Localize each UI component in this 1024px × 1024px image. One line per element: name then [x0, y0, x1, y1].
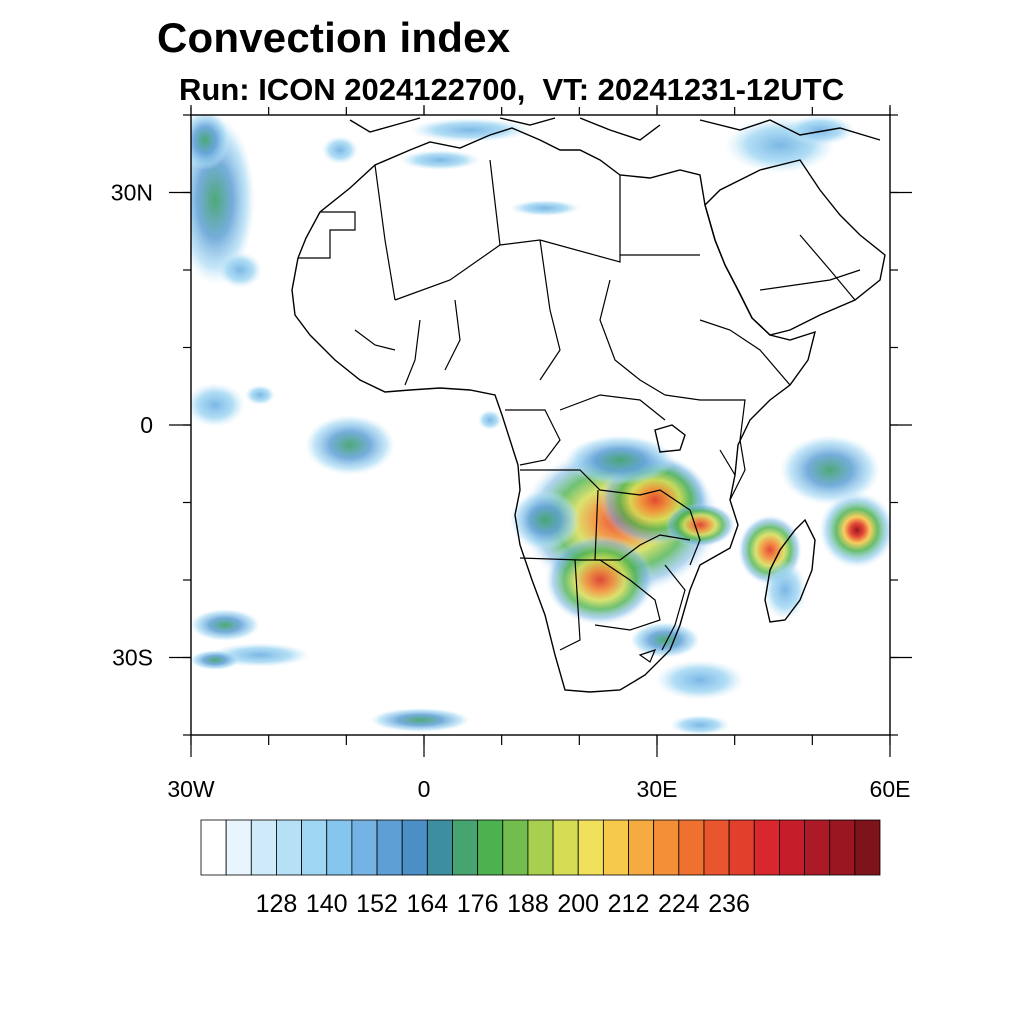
colorbar-swatch [351, 819, 378, 876]
colorbar-swatch [602, 819, 629, 876]
colorbar-swatch [804, 819, 831, 876]
colorbar-tick-label: 212 [608, 890, 650, 918]
x-tick-label: 60E [870, 776, 911, 802]
colorbar-tick-label: 164 [406, 890, 448, 918]
colorbar-tick-label: 140 [306, 890, 348, 918]
colorbar-swatch [753, 819, 780, 876]
colorbar-swatch [628, 819, 655, 876]
colorbar-swatch [552, 819, 579, 876]
y-tick-label: 30S [112, 645, 153, 671]
y-tick-label: 30N [111, 180, 153, 206]
colorbar-swatch [577, 819, 604, 876]
colorbar-swatch [376, 819, 403, 876]
colorbar-swatch [653, 819, 680, 876]
x-tick-label: 30W [167, 776, 215, 802]
colorbar-tick-label: 152 [356, 890, 398, 918]
colorbar-tick-label: 236 [708, 890, 750, 918]
colorbar-swatch [452, 819, 479, 876]
colorbar-tick-label: 224 [658, 890, 700, 918]
colorbar-swatch [301, 819, 328, 876]
colorbar-swatch [854, 819, 881, 876]
colorbar-swatch [779, 819, 805, 876]
chart-title: Convection index [157, 14, 511, 61]
colorbar-swatch [477, 819, 504, 876]
colorbar-swatch [728, 819, 755, 876]
colorbar-labels: 128 140 152 164 176 188 200 212 224 236 [256, 890, 750, 918]
colorbar-swatch [401, 819, 428, 876]
chart-subtitle: Run: ICON 2024122700, VT: 20241231-12UTC [179, 72, 845, 107]
axis-labels: 30W 0 30E 60E 30N 0 30S [111, 180, 911, 803]
colorbar-swatch [200, 819, 227, 876]
colorbar-swatch [326, 819, 353, 876]
colorbar-swatch [250, 819, 277, 876]
colorbar-tick-label: 200 [557, 890, 599, 918]
axis-ticks [169, 105, 912, 757]
colorbar-swatch [225, 819, 252, 876]
colorbar-swatch [502, 819, 529, 876]
colorbar-swatch [527, 819, 554, 876]
colorbar [200, 819, 881, 876]
y-tick-label: 0 [140, 412, 153, 438]
x-tick-label: 0 [418, 776, 431, 802]
colorbar-swatch [703, 819, 730, 876]
colorbar-tick-label: 188 [507, 890, 549, 918]
colorbar-swatch [678, 819, 705, 876]
colorbar-swatch [829, 819, 856, 876]
country-borders [298, 159, 861, 663]
colorbar-swatch [426, 819, 453, 876]
colorbar-swatch [276, 819, 302, 876]
colorbar-tick-label: 128 [256, 890, 298, 918]
colorbar-tick-label: 176 [457, 890, 499, 918]
x-tick-label: 30E [637, 776, 678, 802]
convection-field [191, 115, 890, 735]
